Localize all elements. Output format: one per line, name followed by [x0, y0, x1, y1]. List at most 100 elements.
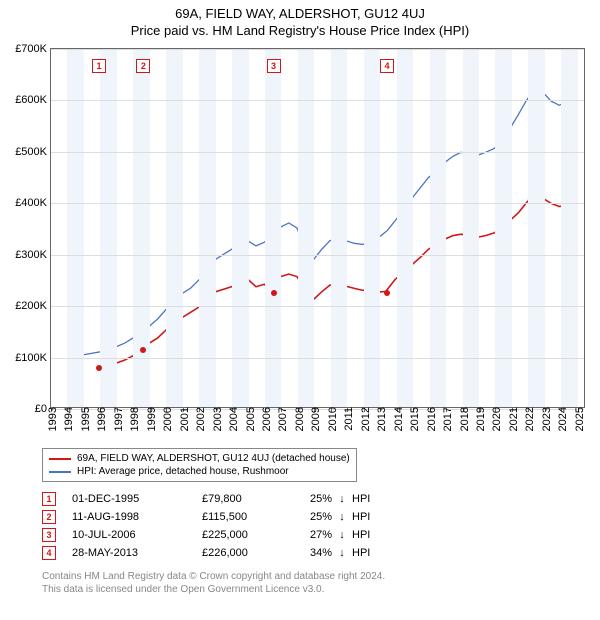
x-tick-label: 1994 [59, 407, 75, 431]
legend-row-property: 69A, FIELD WAY, ALDERSHOT, GU12 4UJ (det… [49, 452, 350, 465]
marker-dot-1 [96, 365, 102, 371]
x-tick-label: 2024 [553, 407, 569, 431]
transaction-price: £115,500 [202, 511, 292, 523]
footer-attribution: Contains HM Land Registry data © Crown c… [42, 570, 385, 596]
footer-line-1: Contains HM Land Registry data © Crown c… [42, 570, 385, 583]
x-tick-label: 2009 [306, 407, 322, 431]
transaction-row: 3 10-JUL-2006£225,00027%↓HPI [42, 526, 370, 544]
x-tick-label: 2002 [191, 407, 207, 431]
grid-band [166, 49, 182, 407]
x-tick-label: 2000 [158, 407, 174, 431]
x-tick-label: 2012 [356, 407, 372, 431]
transaction-marker: 2 [42, 510, 56, 524]
transaction-pct: 27% [292, 529, 332, 541]
x-tick-label: 2015 [405, 407, 421, 431]
legend-label: HPI: Average price, detached house, Rush… [77, 466, 289, 477]
x-tick-label: 2013 [372, 407, 388, 431]
x-tick-label: 2001 [175, 407, 191, 431]
y-tick-label: £300K [15, 249, 51, 261]
gridline [51, 255, 584, 256]
grid-band [331, 49, 347, 407]
transaction-date: 10-JUL-2006 [72, 529, 202, 541]
marker-box-4: 4 [380, 59, 394, 73]
x-tick-label: 2021 [504, 407, 520, 431]
x-tick-label: 2003 [208, 407, 224, 431]
x-tick-label: 2025 [570, 407, 586, 431]
marker-dot-3 [271, 290, 277, 296]
x-tick-label: 1993 [43, 407, 59, 431]
grid-band [265, 49, 281, 407]
gridline [51, 49, 584, 50]
legend-label: 69A, FIELD WAY, ALDERSHOT, GU12 4UJ (det… [77, 453, 350, 464]
gridline [51, 203, 584, 204]
x-tick-label: 2017 [438, 407, 454, 431]
x-tick-label: 2008 [290, 407, 306, 431]
transaction-marker: 1 [42, 492, 56, 506]
x-tick-label: 2007 [273, 407, 289, 431]
transaction-price: £226,000 [202, 547, 292, 559]
y-tick-label: £400K [15, 197, 51, 209]
marker-box-2: 2 [136, 59, 150, 73]
grid-band [67, 49, 83, 407]
down-arrow-icon: ↓ [332, 493, 352, 505]
marker-dot-2 [140, 347, 146, 353]
y-tick-label: £700K [15, 43, 51, 55]
gridline [51, 152, 584, 153]
x-tick-label: 2020 [487, 407, 503, 431]
x-tick-label: 1997 [109, 407, 125, 431]
x-tick-label: 2010 [323, 407, 339, 431]
x-tick-label: 2011 [339, 407, 355, 431]
marker-box-3: 3 [267, 59, 281, 73]
y-tick-label: £100K [15, 352, 51, 364]
y-tick-label: £500K [15, 146, 51, 158]
x-tick-label: 2018 [455, 407, 471, 431]
transaction-marker: 3 [42, 528, 56, 542]
x-tick-label: 2016 [422, 407, 438, 431]
legend-swatch [49, 471, 71, 473]
transaction-price: £225,000 [202, 529, 292, 541]
transaction-hpi-label: HPI [352, 529, 370, 541]
transaction-row: 428-MAY-2013£226,00034%↓HPI [42, 544, 370, 562]
transactions-table: 101-DEC-1995£79,80025%↓HPI211-AUG-1998£1… [42, 490, 370, 562]
x-tick-label: 1995 [76, 407, 92, 431]
grid-band [495, 49, 511, 407]
chart-title: 69A, FIELD WAY, ALDERSHOT, GU12 4UJ [0, 0, 600, 21]
transaction-pct: 25% [292, 511, 332, 523]
transaction-price: £79,800 [202, 493, 292, 505]
grid-band [133, 49, 149, 407]
down-arrow-icon: ↓ [332, 511, 352, 523]
grid-band [430, 49, 446, 407]
transaction-pct: 34% [292, 547, 332, 559]
grid-band [561, 49, 577, 407]
x-tick-label: 2019 [471, 407, 487, 431]
legend-swatch [49, 458, 71, 460]
grid-band [528, 49, 544, 407]
chart-subtitle: Price paid vs. HM Land Registry's House … [0, 21, 600, 42]
grid-band [364, 49, 380, 407]
legend: 69A, FIELD WAY, ALDERSHOT, GU12 4UJ (det… [42, 448, 357, 482]
transaction-row: 101-DEC-1995£79,80025%↓HPI [42, 490, 370, 508]
gridline [51, 358, 584, 359]
transaction-row: 2 11-AUG-1998£115,50025%↓HPI [42, 508, 370, 526]
grid-band [463, 49, 479, 407]
x-tick-label: 1998 [125, 407, 141, 431]
x-tick-label: 1996 [92, 407, 108, 431]
transaction-marker: 4 [42, 546, 56, 560]
x-tick-label: 1999 [142, 407, 158, 431]
grid-band [100, 49, 116, 407]
transaction-pct: 25% [292, 493, 332, 505]
transaction-date: 28-MAY-2013 [72, 547, 202, 559]
x-tick-label: 2004 [224, 407, 240, 431]
transaction-date: 11-AUG-1998 [72, 511, 202, 523]
down-arrow-icon: ↓ [332, 529, 352, 541]
marker-dot-4 [384, 290, 390, 296]
down-arrow-icon: ↓ [332, 547, 352, 559]
transaction-hpi-label: HPI [352, 511, 370, 523]
grid-band [232, 49, 248, 407]
x-tick-label: 2005 [241, 407, 257, 431]
legend-row-hpi: HPI: Average price, detached house, Rush… [49, 465, 350, 478]
y-tick-label: £200K [15, 300, 51, 312]
gridline [51, 306, 584, 307]
footer-line-2: This data is licensed under the Open Gov… [42, 583, 385, 596]
transaction-date: 01-DEC-1995 [72, 493, 202, 505]
